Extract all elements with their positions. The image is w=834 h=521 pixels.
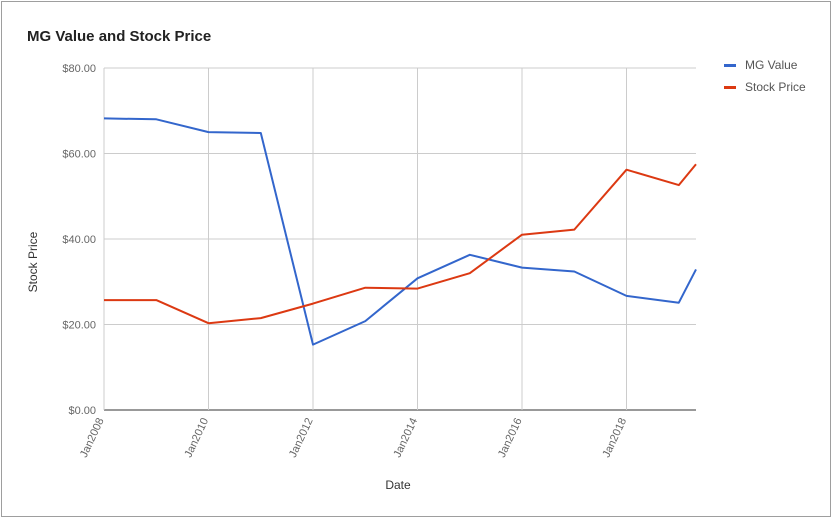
legend-label: Stock Price [745,80,806,94]
y-tick-label: $80.00 [62,63,96,75]
series-line-stock-price [104,163,697,325]
x-tick-label: Jan2012 [287,416,316,459]
legend-swatch [724,86,736,89]
y-axis-label: Stock Price [26,231,40,292]
chart-title: MG Value and Stock Price [27,28,212,45]
x-tick-label: Jan2008 [78,416,107,459]
y-tick-label: $60.00 [62,149,96,161]
legend-label: MG Value [745,58,798,72]
y-tick-label: $40.00 [62,234,96,246]
x-tick-label: Jan2018 [601,416,630,459]
y-tick-label: $0.00 [68,405,96,417]
x-tick-label: Jan2014 [392,416,421,459]
x-axis-label: Date [385,478,411,492]
x-tick-label: Jan2010 [183,416,212,459]
x-tick-label: Jan2016 [496,416,525,459]
series-line-mg-value [103,117,697,346]
legend-swatch [724,64,736,67]
y-tick-label: $20.00 [62,320,96,332]
